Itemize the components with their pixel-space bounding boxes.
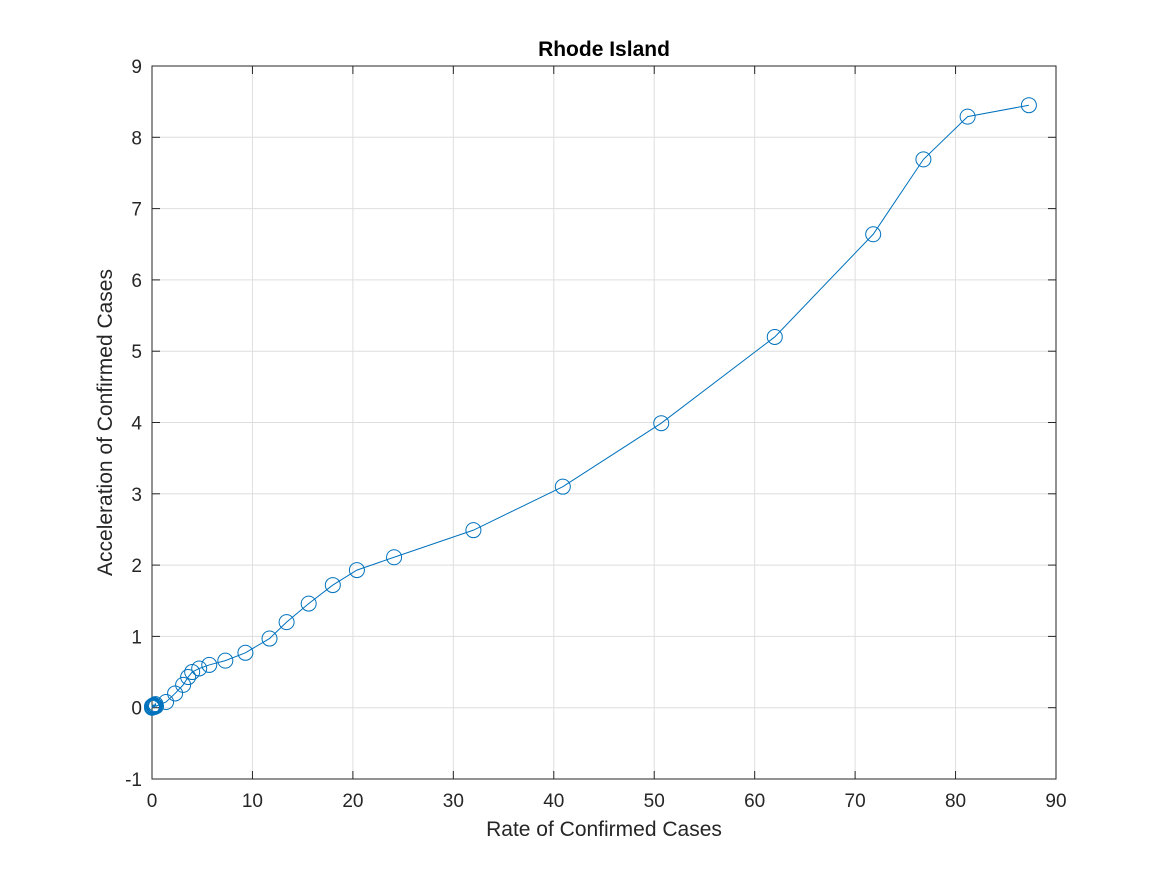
data-point bbox=[148, 698, 165, 715]
data-point bbox=[653, 415, 670, 432]
data-point bbox=[348, 562, 365, 579]
x-tick-label: 10 bbox=[242, 791, 263, 812]
data-point bbox=[191, 660, 208, 677]
y-axis-label: Acceleration of Confirmed Cases bbox=[94, 269, 117, 576]
data-point bbox=[1020, 97, 1037, 114]
series-markers bbox=[144, 97, 1037, 716]
data-point bbox=[278, 614, 295, 631]
y-tick-label: 5 bbox=[131, 342, 142, 363]
data-point bbox=[300, 595, 317, 612]
data-point bbox=[201, 656, 218, 673]
data-point bbox=[554, 478, 571, 495]
y-tick-label: 6 bbox=[131, 271, 142, 292]
x-tick-label: 0 bbox=[147, 791, 158, 812]
data-point bbox=[217, 652, 234, 669]
data-point bbox=[386, 549, 403, 566]
y-tick-label: 3 bbox=[131, 485, 142, 506]
data-point bbox=[465, 522, 482, 539]
y-tick-label: 0 bbox=[131, 699, 142, 720]
y-tick-label: 2 bbox=[131, 556, 142, 577]
y-tick-label: 1 bbox=[131, 627, 142, 648]
data-point bbox=[865, 226, 882, 243]
data-point bbox=[184, 664, 201, 681]
x-tick-label: 90 bbox=[1045, 791, 1066, 812]
y-tick-label: 7 bbox=[131, 200, 142, 221]
y-tick-label: 9 bbox=[131, 57, 142, 78]
x-tick-label: 50 bbox=[644, 791, 665, 812]
data-point bbox=[167, 685, 184, 702]
data-point bbox=[180, 669, 197, 686]
data-point bbox=[175, 676, 192, 693]
data-point bbox=[261, 630, 278, 647]
x-tick-label: 60 bbox=[744, 791, 765, 812]
data-point bbox=[158, 693, 175, 710]
series-line bbox=[151, 104, 1029, 709]
chart-title: Rhode Island bbox=[538, 38, 670, 61]
grid bbox=[151, 65, 1057, 780]
x-tick-label: 30 bbox=[443, 791, 464, 812]
x-axis: 0 10 20 30 40 50 60 70 80 90 bbox=[147, 66, 1067, 812]
y-axis: -1 0 1 2 3 4 5 6 7 8 9 bbox=[125, 57, 1056, 791]
data-point bbox=[324, 577, 341, 594]
y-tick-label: 8 bbox=[131, 128, 142, 149]
x-tick-label: 20 bbox=[342, 791, 363, 812]
x-axis-label: Rate of Confirmed Cases bbox=[486, 818, 722, 841]
x-tick-label: 80 bbox=[945, 791, 966, 812]
x-tick-label: 70 bbox=[845, 791, 866, 812]
y-tick-label: -1 bbox=[125, 770, 142, 791]
y-tick-label: 4 bbox=[131, 414, 142, 435]
data-point bbox=[915, 151, 932, 168]
data-point bbox=[237, 644, 254, 661]
data-point bbox=[766, 328, 783, 345]
data-point bbox=[959, 108, 976, 125]
x-tick-label: 40 bbox=[543, 791, 564, 812]
